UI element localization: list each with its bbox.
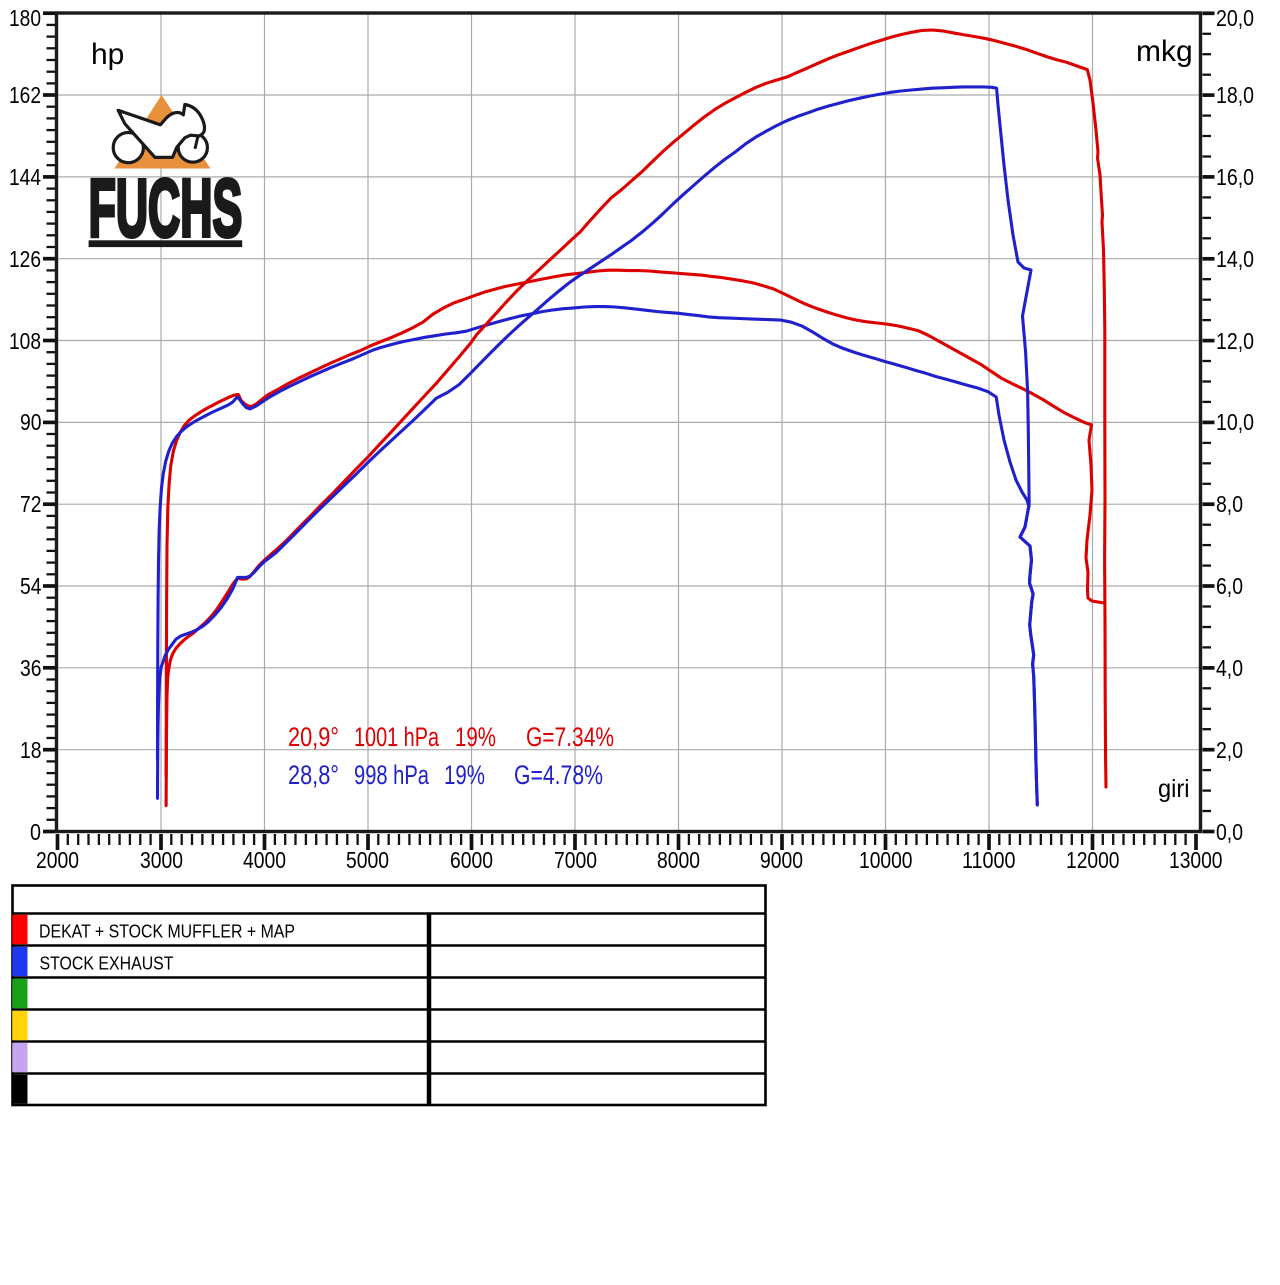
svg-text:5000: 5000 [346,847,389,873]
svg-text:DEKAT + STOCK MUFFLER + MAP: DEKAT + STOCK MUFFLER + MAP [39,921,295,942]
svg-text:998 hPa: 998 hPa [354,760,429,790]
svg-text:20,0: 20,0 [1216,5,1254,31]
svg-text:G=4.78%: G=4.78% [514,760,603,790]
svg-text:12000: 12000 [1066,847,1120,873]
svg-text:72: 72 [20,491,42,517]
svg-text:G=7.34%: G=7.34% [526,722,614,752]
svg-text:2,0: 2,0 [1216,737,1243,763]
svg-text:36: 36 [20,655,42,681]
svg-text:180: 180 [9,5,41,31]
svg-text:19%: 19% [455,722,496,752]
svg-text:STOCK EXHAUST: STOCK EXHAUST [40,953,174,974]
svg-text:3000: 3000 [140,847,183,873]
svg-text:0,0: 0,0 [1216,819,1243,845]
svg-text:18,0: 18,0 [1216,82,1254,108]
svg-text:4,0: 4,0 [1216,655,1243,681]
svg-text:20,9°: 20,9° [288,722,339,752]
svg-text:6000: 6000 [450,847,493,873]
svg-text:1001 hPa: 1001 hPa [354,722,439,752]
svg-text:8,0: 8,0 [1216,491,1243,517]
svg-text:108: 108 [9,328,41,354]
svg-text:18: 18 [20,737,42,763]
svg-text:4000: 4000 [243,847,286,873]
svg-text:mkg: mkg [1136,35,1193,68]
svg-text:13000: 13000 [1169,847,1223,873]
svg-text:28,8°: 28,8° [288,760,339,790]
svg-text:144: 144 [9,164,41,190]
svg-text:14,0: 14,0 [1216,246,1254,272]
svg-text:12,0: 12,0 [1216,328,1254,354]
svg-text:0: 0 [30,819,41,845]
svg-text:19%: 19% [444,760,485,790]
svg-text:8000: 8000 [657,847,700,873]
svg-text:54: 54 [20,573,42,599]
svg-text:FUCHS: FUCHS [89,161,243,253]
svg-text:10000: 10000 [859,847,913,873]
svg-text:2000: 2000 [36,847,79,873]
svg-text:6,0: 6,0 [1216,573,1243,599]
svg-text:126: 126 [9,246,41,272]
svg-text:90: 90 [20,409,42,435]
svg-text:7000: 7000 [554,847,597,873]
svg-text:giri: giri [1158,775,1190,803]
svg-text:16,0: 16,0 [1216,164,1254,190]
svg-text:hp: hp [91,38,124,71]
svg-text:10,0: 10,0 [1216,409,1254,435]
svg-text:162: 162 [9,82,41,108]
svg-text:11000: 11000 [962,847,1016,873]
svg-text:9000: 9000 [760,847,803,873]
